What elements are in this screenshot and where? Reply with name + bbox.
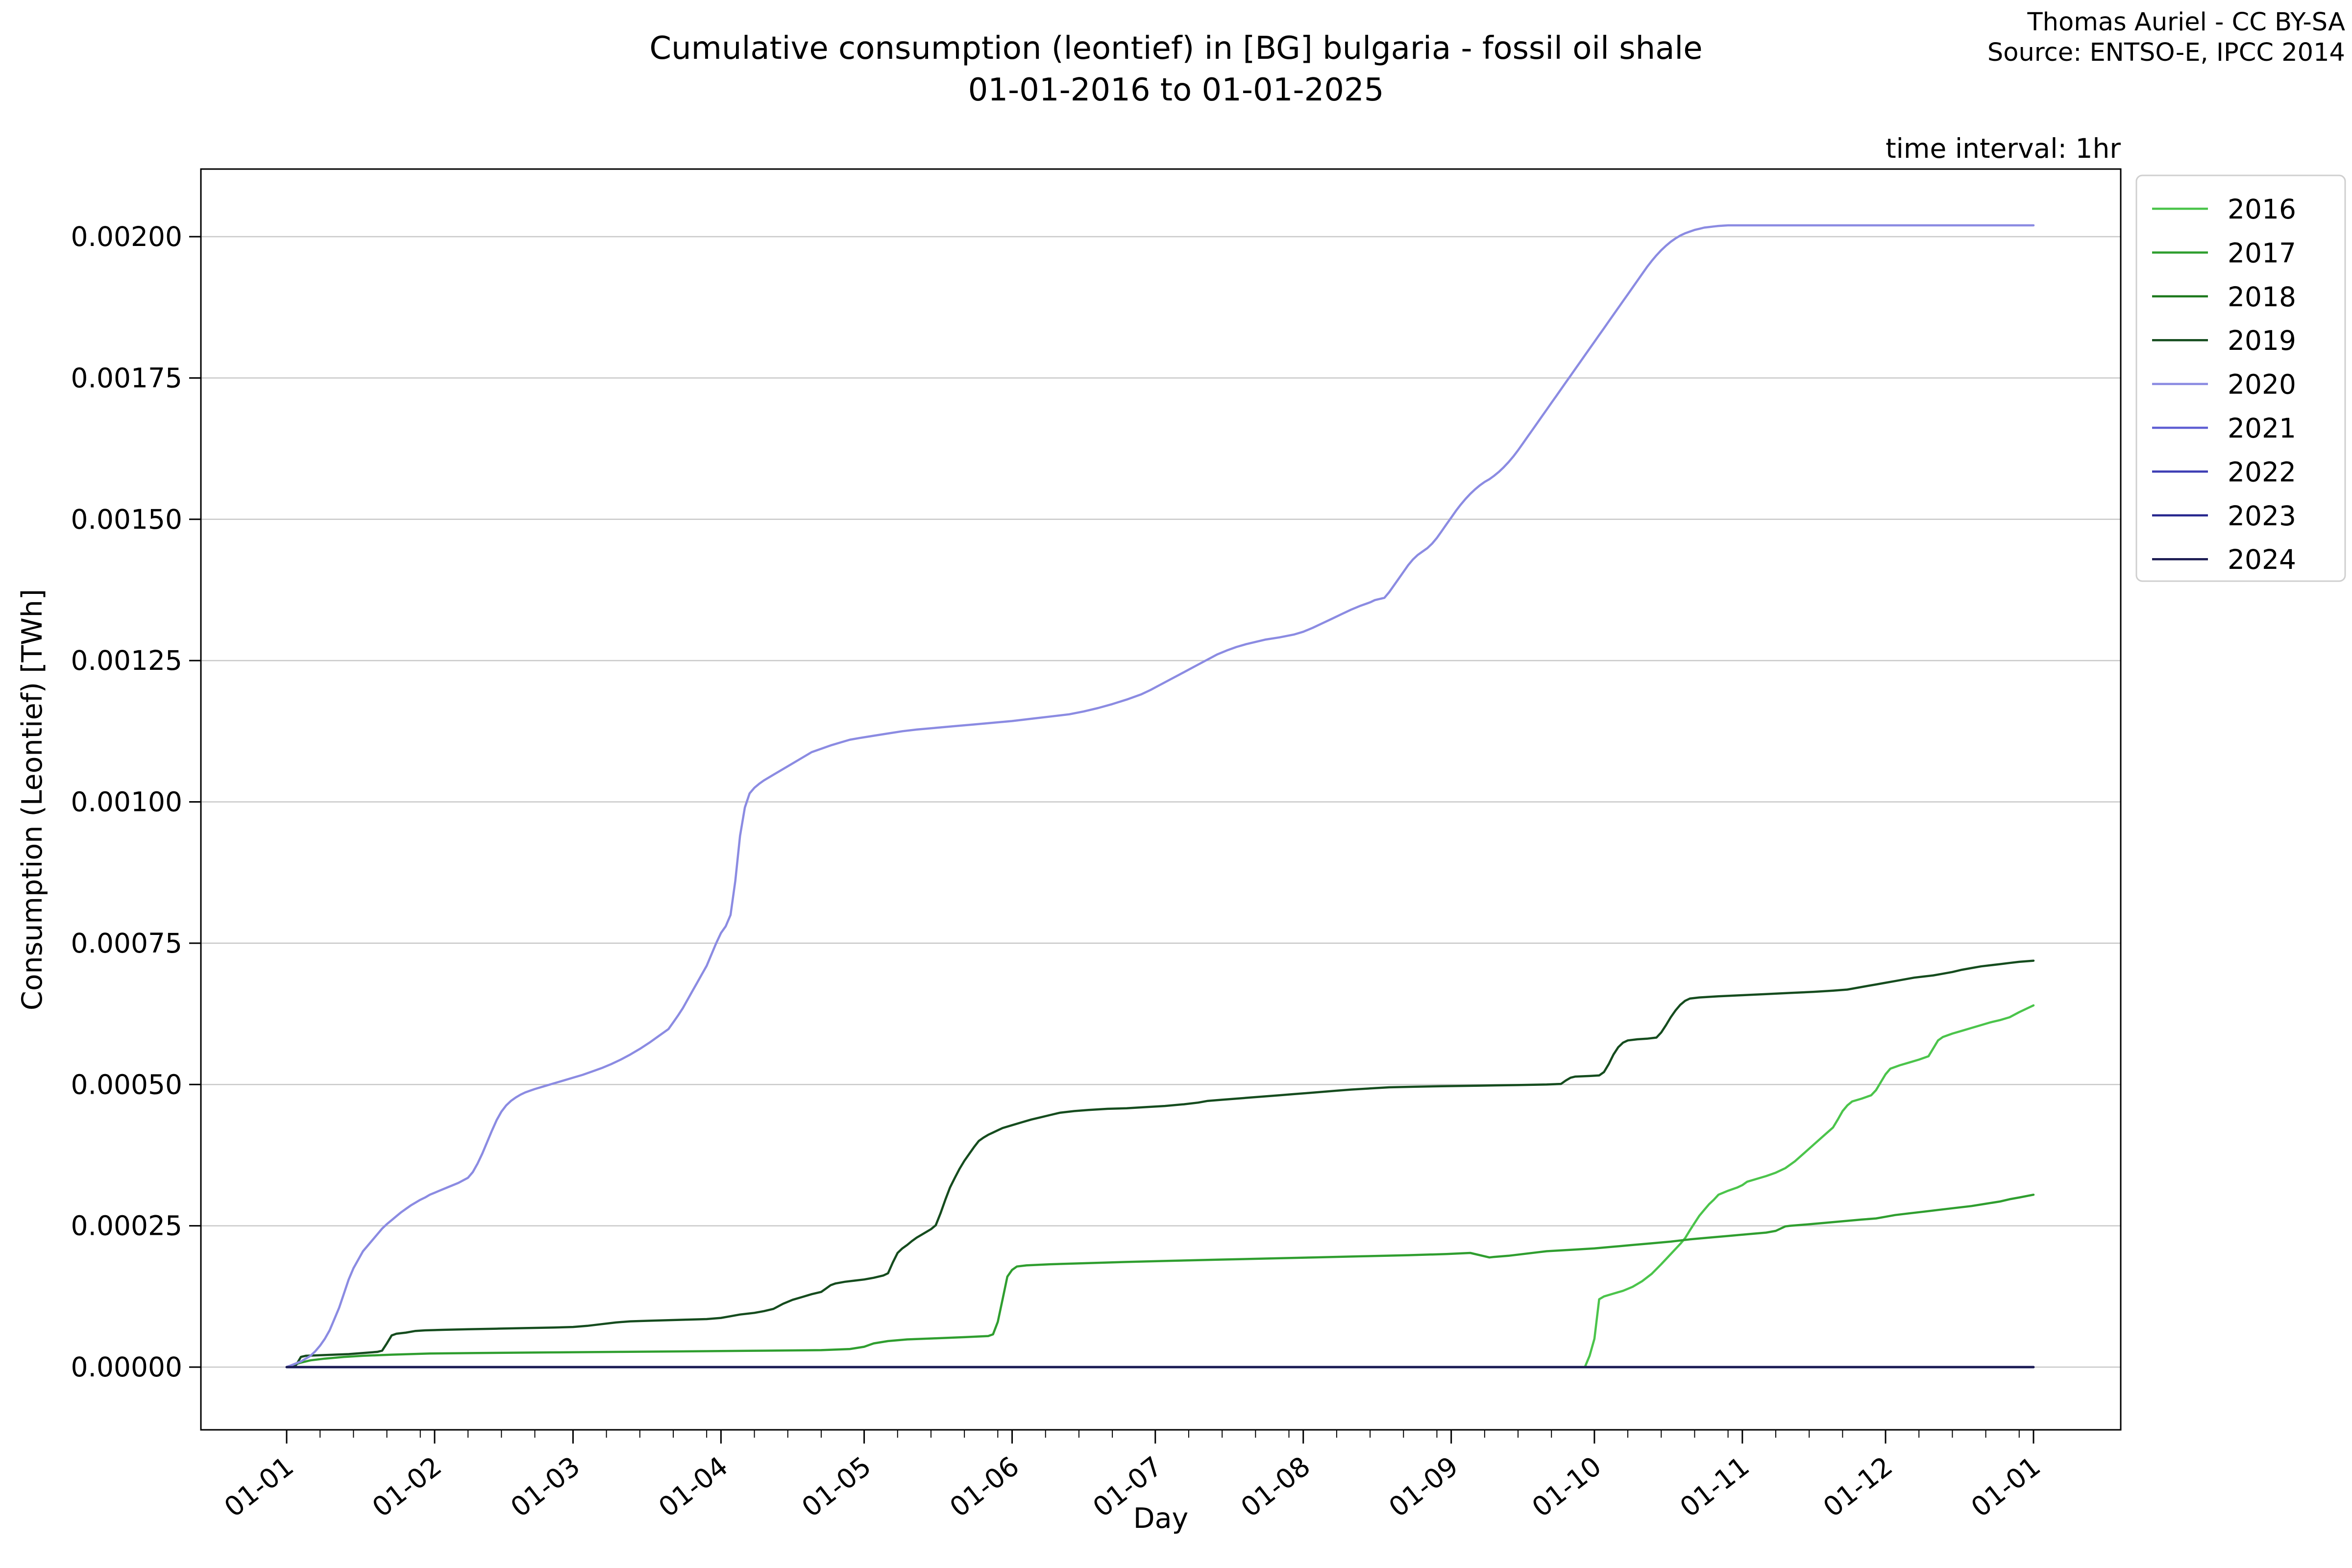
x-tick-label: 01-01 bbox=[219, 1450, 299, 1523]
legend-label-2021: 2021 bbox=[2228, 413, 2296, 444]
legend-label-2018: 2018 bbox=[2228, 281, 2296, 313]
y-tick-label: 0.00175 bbox=[71, 362, 182, 393]
x-tick-label: 01-08 bbox=[1235, 1450, 1316, 1523]
y-tick-label: 0.00100 bbox=[71, 786, 182, 818]
x-axis-ticks: 01-01 01-02 01-03 01-04 01-05 01-06 01-07 01-08… bbox=[219, 1430, 2046, 1523]
legend-label-2024: 2024 bbox=[2228, 544, 2296, 575]
series-lines bbox=[285, 224, 2035, 1369]
legend-box bbox=[2135, 174, 2346, 582]
source-annotation: Source: ENTSO-E, IPCC 2014 bbox=[1987, 38, 2345, 67]
y-tick-label: 0.00050 bbox=[71, 1069, 182, 1100]
legend-label-2023: 2023 bbox=[2228, 500, 2296, 532]
y-tick-label: 0.00025 bbox=[71, 1210, 182, 1242]
y-tick-label: 0.00000 bbox=[71, 1351, 182, 1383]
x-tick-label: 01-02 bbox=[367, 1450, 447, 1523]
chart-title-line1: Cumulative consumption (leontief) in [BG… bbox=[649, 30, 1702, 67]
y-tick-label: 0.00075 bbox=[71, 928, 182, 959]
y-tick-label: 0.00125 bbox=[71, 645, 182, 676]
y-axis-label: Consumption (Leontief) [TWh] bbox=[16, 589, 49, 1010]
legend-label-2016: 2016 bbox=[2228, 194, 2296, 225]
x-axis-label: Day bbox=[1133, 1502, 1189, 1535]
series-line-2017 bbox=[285, 1193, 2035, 1369]
x-tick-label: 01-01 bbox=[1965, 1450, 2046, 1523]
x-tick-label: 01-11 bbox=[1674, 1450, 1755, 1523]
y-tick-label: 0.00150 bbox=[71, 504, 182, 535]
series-line-2020 bbox=[285, 224, 2035, 1369]
credit-annotation: Thomas Auriel - CC BY-SA bbox=[2027, 8, 2346, 37]
x-tick-label: 01-04 bbox=[653, 1450, 734, 1523]
y-axis-ticks: 0.00000 0.00025 0.00050 0.00075 0.00100 0.001… bbox=[71, 221, 201, 1383]
x-tick-label: 01-12 bbox=[1817, 1450, 1898, 1523]
series-line-2016 bbox=[285, 1004, 2035, 1369]
gridlines bbox=[201, 236, 2121, 1368]
legend-label-2017: 2017 bbox=[2228, 237, 2296, 269]
legend-label-2019: 2019 bbox=[2228, 325, 2296, 356]
legend: 2016 2017 2018 2019 2020 2021 2022 2023 2024 bbox=[2135, 174, 2346, 582]
legend-label-2020: 2020 bbox=[2228, 369, 2296, 400]
series-line-2019 bbox=[285, 959, 2035, 1369]
x-tick-label: 01-05 bbox=[796, 1450, 877, 1523]
chart-title-line2: 01-01-2016 to 01-01-2025 bbox=[968, 72, 1384, 108]
legend-label-2022: 2022 bbox=[2228, 456, 2296, 488]
x-tick-label: 01-10 bbox=[1526, 1450, 1607, 1523]
y-tick-label: 0.00200 bbox=[71, 221, 182, 252]
axes-box bbox=[200, 168, 2122, 1431]
x-tick-label: 01-06 bbox=[944, 1450, 1025, 1523]
time-interval-annotation: time interval: 1hr bbox=[1886, 133, 2121, 164]
x-tick-label: 01-03 bbox=[505, 1450, 586, 1523]
x-tick-label: 01-09 bbox=[1383, 1450, 1464, 1523]
